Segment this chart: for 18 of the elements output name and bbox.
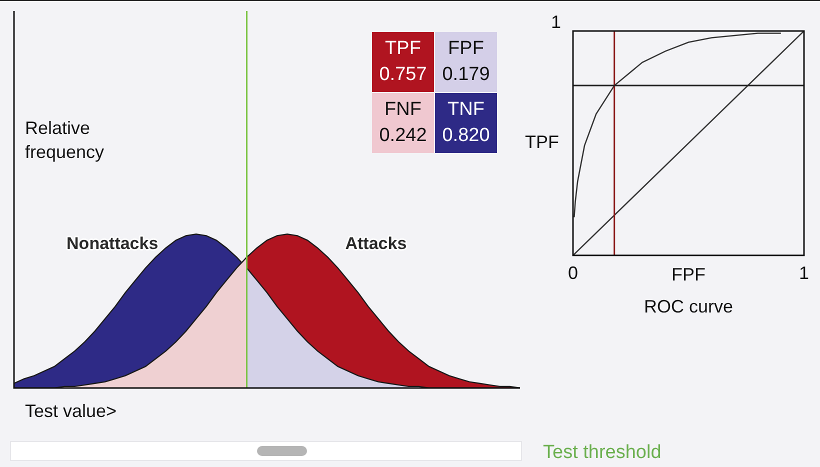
series-label: Attacks: [345, 233, 407, 256]
data-label: 0.757: [379, 63, 427, 87]
text: Test threshold: [543, 442, 662, 464]
x-axis-title: FPF: [672, 264, 706, 284]
data-label: 0.179: [442, 63, 490, 87]
category-label: TNF: [448, 98, 484, 122]
text: 1: [550, 12, 561, 32]
data-label: 0.242: [379, 124, 427, 148]
x-axis-title: Test value>: [25, 401, 117, 422]
x-tick-label: 0: [568, 263, 578, 284]
y-axis-title: TPF: [525, 132, 559, 152]
category-label: FPF: [448, 37, 484, 61]
category-label: TPF: [385, 37, 421, 61]
data-label: 0.820: [442, 124, 490, 148]
category-label: FNF: [384, 98, 422, 122]
y-axis-title: Relative frequency: [25, 117, 106, 164]
text: ROC curve: [644, 296, 734, 316]
series-label: Nonattacks: [66, 233, 158, 256]
